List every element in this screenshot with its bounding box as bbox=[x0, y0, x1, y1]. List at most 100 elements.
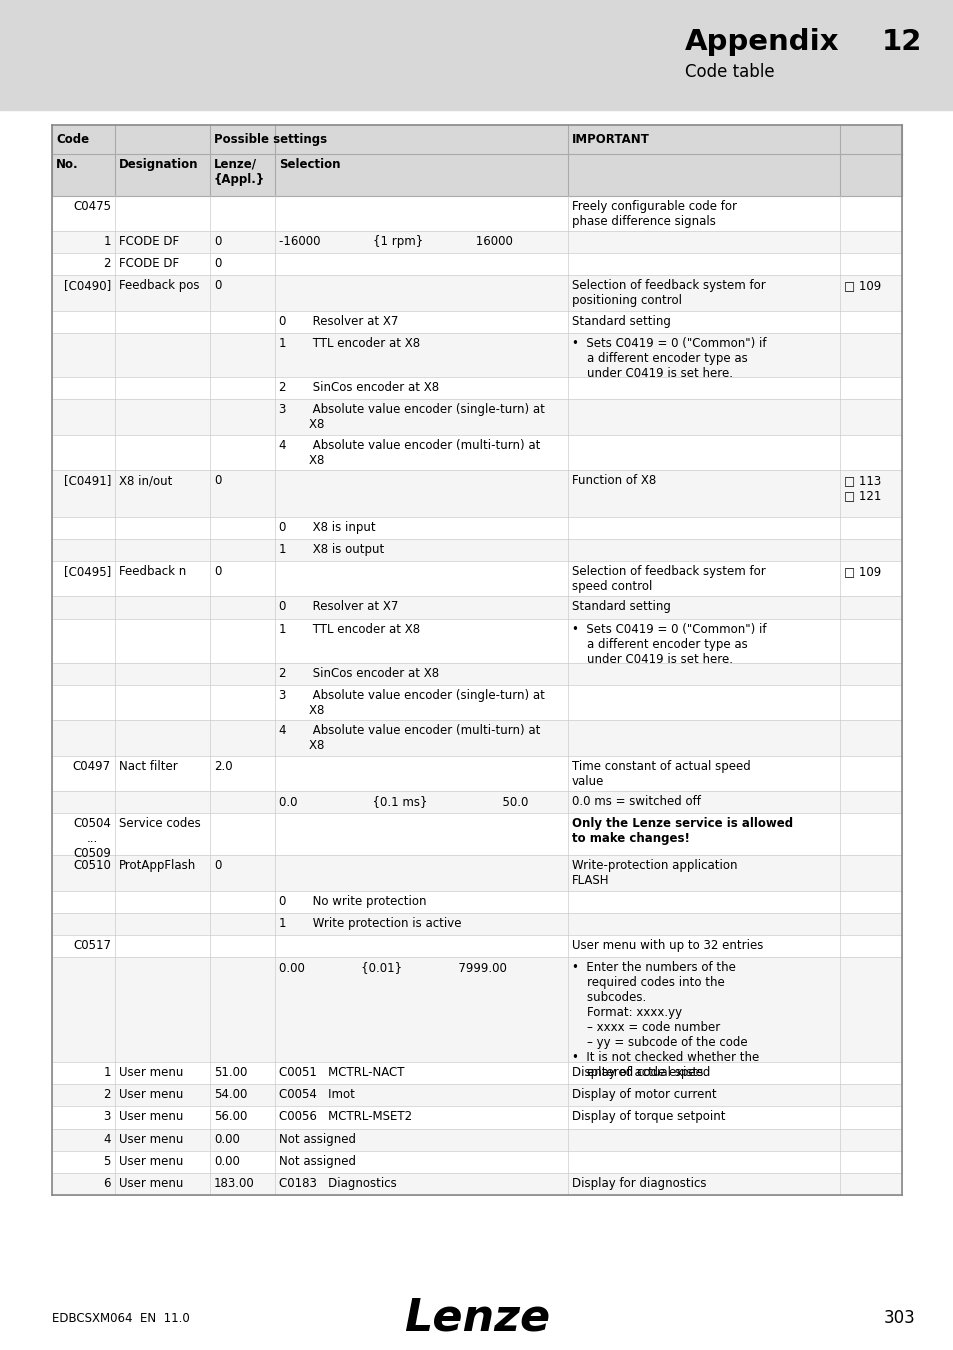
Text: 0.00               {0.01}               7999.00: 0.00 {0.01} 7999.00 bbox=[278, 961, 506, 975]
Bar bbox=[52, 275, 901, 310]
Text: Service codes: Service codes bbox=[119, 817, 200, 830]
Text: Possible settings: Possible settings bbox=[213, 132, 327, 146]
Text: User menu: User menu bbox=[119, 1088, 183, 1102]
Bar bbox=[52, 891, 901, 913]
Bar bbox=[52, 663, 901, 684]
Text: 303: 303 bbox=[883, 1310, 915, 1327]
Bar bbox=[52, 400, 901, 435]
Text: 1       TTL encoder at X8: 1 TTL encoder at X8 bbox=[278, 338, 419, 350]
Bar bbox=[52, 936, 901, 957]
Text: 3: 3 bbox=[104, 1111, 111, 1123]
Text: ProtAppFlash: ProtAppFlash bbox=[119, 860, 196, 872]
Text: 0.00: 0.00 bbox=[213, 1154, 239, 1168]
Text: C0497: C0497 bbox=[72, 760, 111, 772]
Text: Code: Code bbox=[56, 132, 89, 146]
Text: User menu: User menu bbox=[119, 1177, 183, 1189]
Text: 0: 0 bbox=[213, 860, 221, 872]
Text: [C0491]: [C0491] bbox=[64, 474, 111, 487]
Text: EDBCSXM064  EN  11.0: EDBCSXM064 EN 11.0 bbox=[52, 1311, 190, 1324]
Bar bbox=[52, 154, 901, 196]
Text: C0056   MCTRL-MSET2: C0056 MCTRL-MSET2 bbox=[278, 1111, 412, 1123]
Text: C0504
...
C0509: C0504 ... C0509 bbox=[73, 817, 111, 860]
Bar bbox=[0, 0, 953, 109]
Text: •  Enter the numbers of the
    required codes into the
    subcodes.
    Format: • Enter the numbers of the required code… bbox=[572, 961, 759, 1079]
Text: 2: 2 bbox=[103, 258, 111, 270]
Text: User menu: User menu bbox=[119, 1133, 183, 1146]
Text: No.: No. bbox=[56, 158, 78, 170]
Text: 183.00: 183.00 bbox=[213, 1177, 254, 1189]
Bar bbox=[52, 310, 901, 333]
Text: 5: 5 bbox=[104, 1154, 111, 1168]
Bar bbox=[52, 377, 901, 400]
Text: 1       Write protection is active: 1 Write protection is active bbox=[278, 917, 461, 930]
Text: Standard setting: Standard setting bbox=[572, 601, 670, 613]
Bar bbox=[52, 435, 901, 470]
Bar bbox=[52, 1173, 901, 1195]
Text: User menu: User menu bbox=[119, 1111, 183, 1123]
Bar bbox=[52, 470, 901, 517]
Text: 3       Absolute value encoder (single-turn) at
        X8: 3 Absolute value encoder (single-turn) a… bbox=[278, 404, 544, 432]
Text: C0517: C0517 bbox=[73, 940, 111, 952]
Text: Nact filter: Nact filter bbox=[119, 760, 177, 772]
Text: Display of motor current: Display of motor current bbox=[572, 1088, 716, 1102]
Bar bbox=[52, 231, 901, 254]
Text: 54.00: 54.00 bbox=[213, 1088, 247, 1102]
Text: 0: 0 bbox=[213, 564, 221, 578]
Bar bbox=[52, 957, 901, 1062]
Text: FCODE DF: FCODE DF bbox=[119, 235, 179, 248]
Text: Display of torque setpoint: Display of torque setpoint bbox=[572, 1111, 724, 1123]
Text: C0510: C0510 bbox=[73, 860, 111, 872]
Text: C0054   Imot: C0054 Imot bbox=[278, 1088, 355, 1102]
Bar bbox=[52, 1062, 901, 1084]
Text: Not assigned: Not assigned bbox=[278, 1154, 355, 1168]
Text: Write-protection application
FLASH: Write-protection application FLASH bbox=[572, 860, 737, 887]
Text: 4       Absolute value encoder (multi-turn) at
        X8: 4 Absolute value encoder (multi-turn) at… bbox=[278, 439, 539, 467]
Text: 1       X8 is output: 1 X8 is output bbox=[278, 543, 384, 556]
Text: Designation: Designation bbox=[119, 158, 198, 170]
Text: 0.0 ms = switched off: 0.0 ms = switched off bbox=[572, 795, 700, 809]
Text: □ 109: □ 109 bbox=[843, 564, 881, 578]
Text: C0475: C0475 bbox=[73, 200, 111, 213]
Text: 0: 0 bbox=[213, 235, 221, 248]
Bar bbox=[52, 813, 901, 856]
Text: Freely configurable code for
phase difference signals: Freely configurable code for phase diffe… bbox=[572, 200, 737, 228]
Text: [C0495]: [C0495] bbox=[64, 564, 111, 578]
Text: IMPORTANT: IMPORTANT bbox=[572, 132, 649, 146]
Text: FCODE DF: FCODE DF bbox=[119, 258, 179, 270]
Text: 0.0                    {0.1 ms}                    50.0: 0.0 {0.1 ms} 50.0 bbox=[278, 795, 528, 809]
Text: 0       Resolver at X7: 0 Resolver at X7 bbox=[278, 315, 398, 328]
Text: Appendix: Appendix bbox=[684, 28, 839, 55]
Bar bbox=[52, 126, 901, 154]
Text: Selection: Selection bbox=[278, 158, 340, 170]
Text: C0183   Diagnostics: C0183 Diagnostics bbox=[278, 1177, 396, 1189]
Bar bbox=[52, 913, 901, 936]
Text: 51.00: 51.00 bbox=[213, 1066, 247, 1079]
Bar bbox=[52, 856, 901, 891]
Text: 0.00: 0.00 bbox=[213, 1133, 239, 1146]
Text: □ 113
□ 121: □ 113 □ 121 bbox=[843, 474, 881, 502]
Text: Only the Lenze service is allowed
to make changes!: Only the Lenze service is allowed to mak… bbox=[572, 817, 792, 845]
Bar bbox=[52, 618, 901, 663]
Text: 0: 0 bbox=[213, 474, 221, 487]
Bar bbox=[52, 1150, 901, 1173]
Text: Time constant of actual speed
value: Time constant of actual speed value bbox=[572, 760, 750, 787]
Text: 0       Resolver at X7: 0 Resolver at X7 bbox=[278, 601, 398, 613]
Text: □ 109: □ 109 bbox=[843, 279, 881, 293]
Bar bbox=[52, 254, 901, 275]
Bar bbox=[52, 333, 901, 377]
Text: 1       TTL encoder at X8: 1 TTL encoder at X8 bbox=[278, 622, 419, 636]
Text: Display for diagnostics: Display for diagnostics bbox=[572, 1177, 706, 1189]
Text: Lenze/
{Appl.}: Lenze/ {Appl.} bbox=[213, 158, 265, 186]
Text: •  Sets C0419 = 0 ("Common") if
    a different encoder type as
    under C0419 : • Sets C0419 = 0 ("Common") if a differe… bbox=[572, 338, 765, 379]
Text: 3       Absolute value encoder (single-turn) at
        X8: 3 Absolute value encoder (single-turn) a… bbox=[278, 688, 544, 717]
Text: -16000              {1 rpm}              16000: -16000 {1 rpm} 16000 bbox=[278, 235, 513, 248]
Bar bbox=[52, 1084, 901, 1107]
Bar bbox=[52, 517, 901, 539]
Text: 1: 1 bbox=[103, 235, 111, 248]
Bar bbox=[52, 539, 901, 562]
Text: 2: 2 bbox=[103, 1088, 111, 1102]
Text: C0051   MCTRL-NACT: C0051 MCTRL-NACT bbox=[278, 1066, 404, 1079]
Bar bbox=[52, 597, 901, 618]
Text: 0       No write protection: 0 No write protection bbox=[278, 895, 426, 907]
Text: Code table: Code table bbox=[684, 63, 774, 81]
